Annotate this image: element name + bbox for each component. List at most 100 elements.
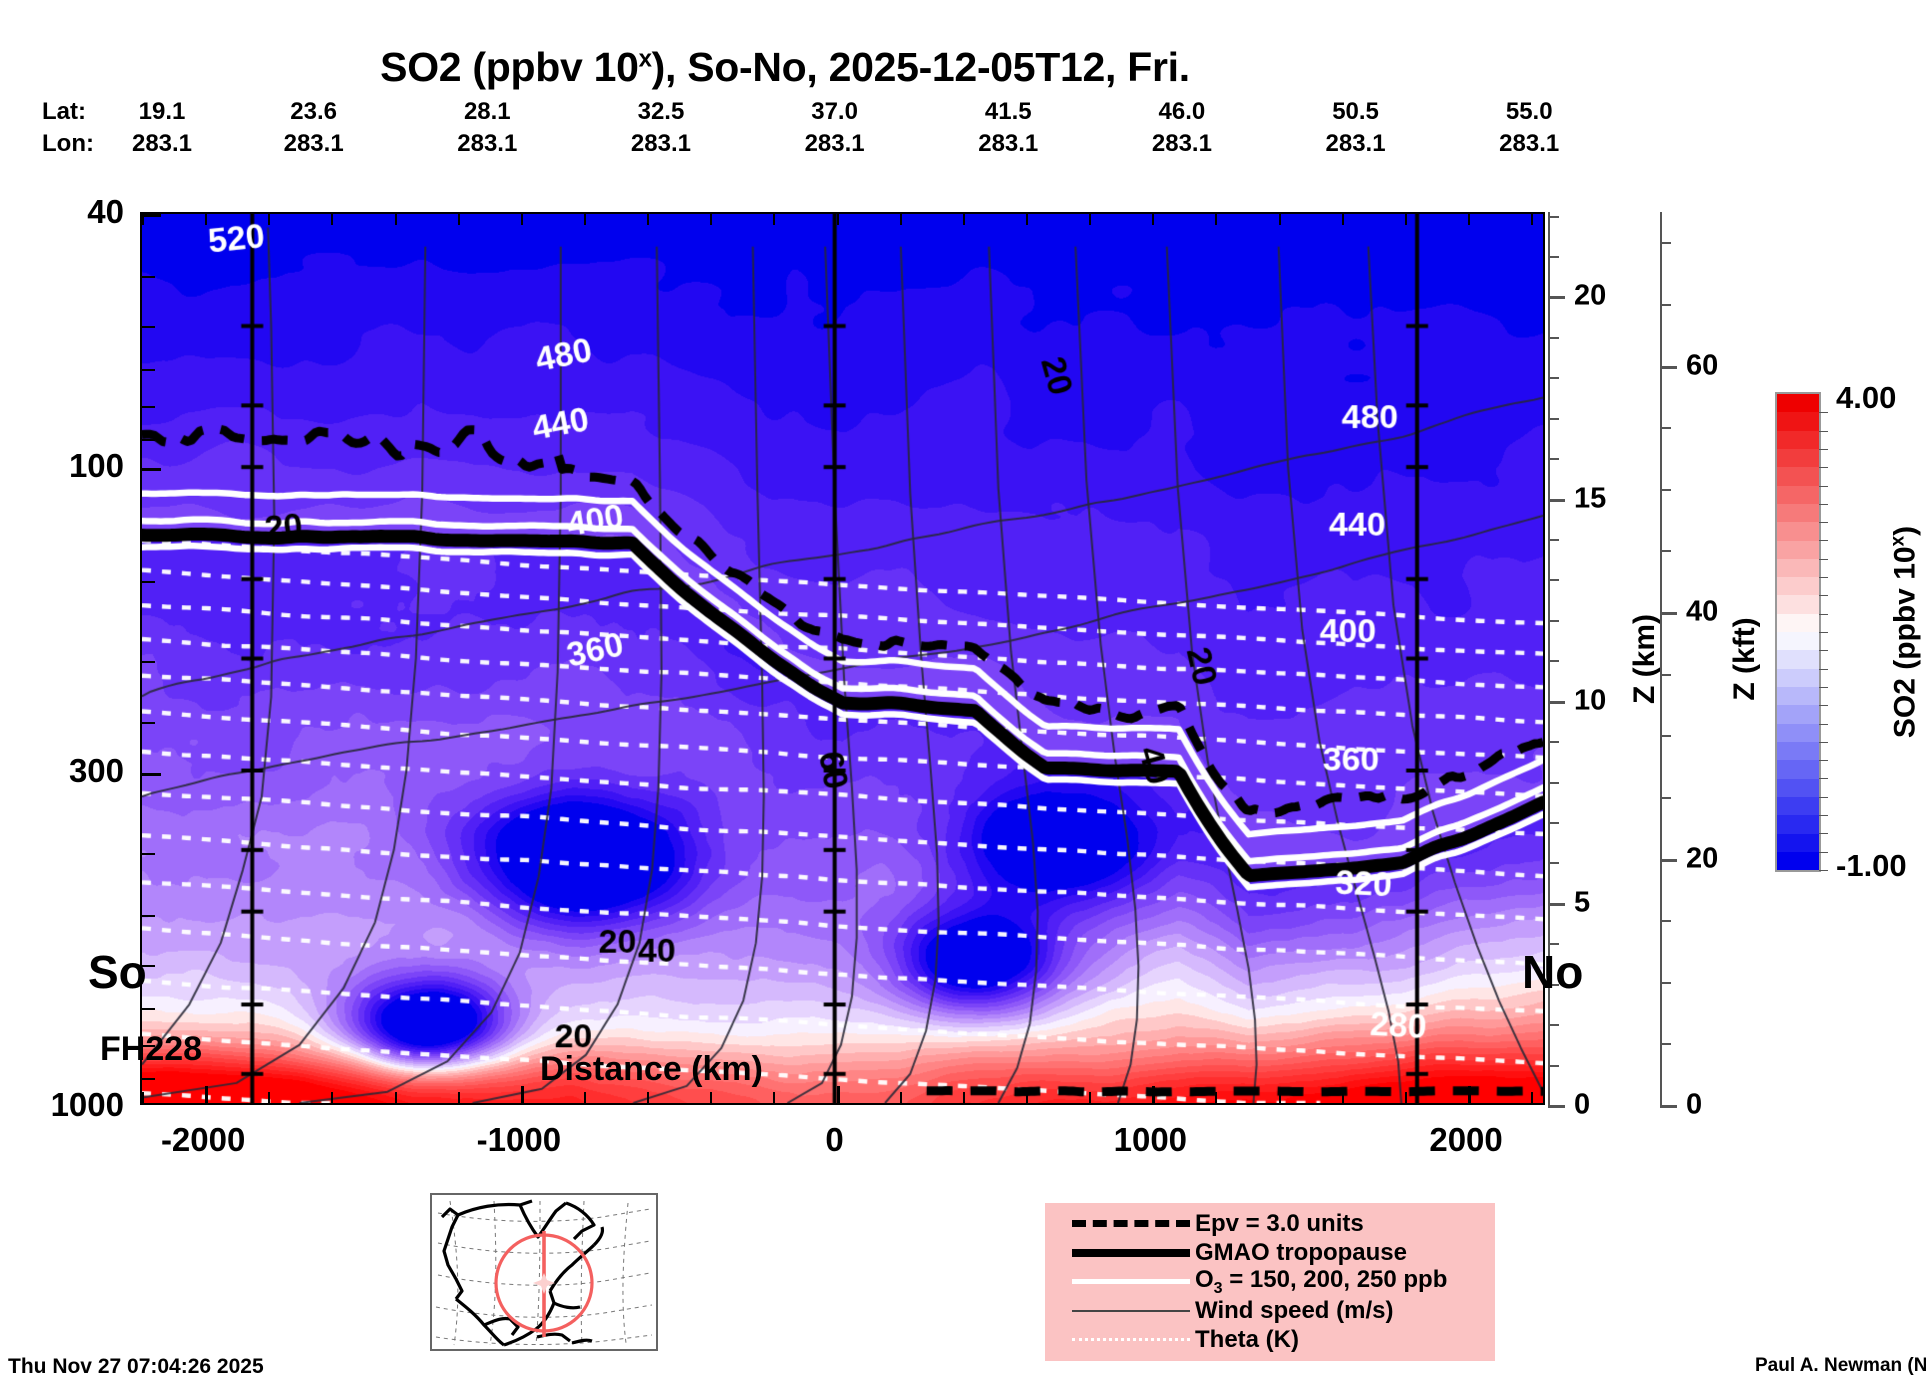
lat-value: 46.0 (1158, 98, 1206, 125)
lon-value: 283.1 (630, 130, 691, 157)
right-axis-minor-tick (1548, 1024, 1559, 1027)
colorbar-tick (1819, 870, 1828, 871)
colorbar-band (1777, 613, 1819, 633)
colorbar-band (1777, 503, 1819, 523)
right-axis-major-tick (1548, 296, 1565, 300)
y-minor-tick (142, 275, 155, 278)
x-top-tick (394, 214, 397, 225)
colorbar-band (1777, 394, 1819, 413)
x-major-tick (836, 1086, 840, 1103)
x-major-tick (1152, 1086, 1156, 1103)
colorbar-tick (1819, 650, 1828, 652)
timestamp-label: Thu Nov 27 07:04:26 2025 (8, 1355, 264, 1378)
right-axis-minor-tick (1548, 619, 1559, 622)
x-major-tick (205, 1086, 209, 1103)
x-minor-tick (1531, 1092, 1534, 1103)
lat-value: 41.5 (984, 98, 1032, 125)
x-top-tick (1026, 214, 1029, 225)
y-minor-tick (142, 660, 155, 663)
title-main: SO2 (ppbv 10 (380, 44, 639, 90)
y-minor-tick (142, 580, 155, 583)
right-axis-minor-tick (1660, 1043, 1671, 1046)
forecast-hour-label: FH228 (100, 1030, 203, 1068)
so2-field-canvas (142, 214, 1543, 1103)
x-minor-tick (1215, 1092, 1218, 1103)
x-top-tick (1404, 214, 1407, 225)
inset-location-map[interactable] (430, 1193, 658, 1351)
lat-value: 32.5 (637, 98, 685, 125)
colorbar[interactable] (1775, 392, 1828, 872)
y-minor-tick (142, 1077, 155, 1080)
x-top-tick (205, 214, 208, 225)
colorbar-band (1777, 540, 1819, 559)
legend-row: O3 = 150, 200, 250 ppb (1045, 1266, 1495, 1296)
colorbar-band (1777, 430, 1819, 449)
legend-key (1067, 1267, 1195, 1296)
north-endpoint-label: No (1522, 946, 1584, 998)
x-top-tick (268, 214, 271, 225)
right-axis-minor-tick (1660, 550, 1671, 553)
colorbar-band (1777, 778, 1819, 797)
y-minor-tick (142, 1045, 155, 1048)
x-major-tick (1468, 1086, 1472, 1103)
legend-label: Epv = 3.0 units (1195, 1209, 1364, 1237)
y-major-tick (142, 214, 161, 217)
colorbar-tick (1819, 558, 1828, 560)
colorbar-tick (1819, 833, 1828, 835)
right-axis-minor-tick (1660, 242, 1671, 245)
colorbar-band (1777, 687, 1819, 706)
right-axis-major-tick (1660, 858, 1677, 862)
x-minor-tick (268, 1092, 271, 1103)
lon-value: 283.1 (1151, 130, 1212, 157)
right-axis-minor-tick (1660, 735, 1671, 738)
colorbar-bands (1777, 394, 1819, 871)
lon-value: 283.1 (283, 130, 344, 157)
x-top-tick (710, 214, 713, 225)
x-minor-tick (773, 1092, 776, 1103)
y-minor-tick (142, 1008, 155, 1011)
right-axis-tick-label: 20 (1574, 279, 1607, 312)
right-axis-tick-label: 20 (1686, 842, 1719, 875)
y-axis-tick-label: 300 (68, 751, 124, 789)
right-axis-minor-tick (1660, 427, 1671, 430)
x-top-tick (773, 214, 776, 225)
cross-section-plot[interactable] (140, 212, 1545, 1105)
right-axis-minor-tick (1660, 981, 1671, 984)
y-minor-tick (142, 852, 155, 855)
x-top-tick (836, 214, 839, 225)
colorbar-tick (1819, 522, 1828, 524)
x-axis-tick-label: -2000 (160, 1121, 246, 1158)
right-axis-title: Z (km) (1628, 613, 1661, 704)
right-axis-minor-tick (1548, 215, 1559, 218)
x-minor-tick (647, 1092, 650, 1103)
y-minor-tick (142, 369, 155, 372)
x-top-tick (331, 214, 334, 225)
south-endpoint-label: So (88, 946, 147, 998)
colorbar-tick (1819, 577, 1828, 579)
wind-line-key (1072, 1309, 1190, 1312)
right-axis-minor-tick (1660, 488, 1671, 491)
right-axis-major-tick (1660, 365, 1677, 369)
right-axis-spine (1660, 212, 1662, 1105)
x-minor-tick (899, 1092, 902, 1103)
x-top-tick (1089, 214, 1092, 225)
colorbar-tick (1819, 851, 1828, 853)
y-major-tick (142, 772, 161, 776)
y-axis-tick-label: 100 (68, 447, 124, 485)
theta-line-key (1072, 1338, 1190, 1341)
colorbar-band (1777, 723, 1819, 742)
right-axis-minor-tick (1548, 538, 1559, 541)
epv-line-key (1072, 1220, 1190, 1227)
y-axis-tick-label: 40 (87, 193, 124, 230)
right-axis-tick-label: 0 (1686, 1088, 1703, 1121)
legend-key (1067, 1209, 1195, 1238)
right-axis-tick-label: 15 (1574, 482, 1607, 515)
colorbar-band (1777, 796, 1819, 816)
x-axis-tick-label: 2000 (1429, 1121, 1503, 1158)
colorbar-tick (1819, 632, 1828, 633)
colorbar-band (1777, 558, 1819, 578)
x-minor-tick (962, 1092, 965, 1103)
right-axis-minor-tick (1660, 673, 1671, 676)
x-top-tick (142, 214, 144, 225)
y-minor-tick (142, 438, 155, 441)
